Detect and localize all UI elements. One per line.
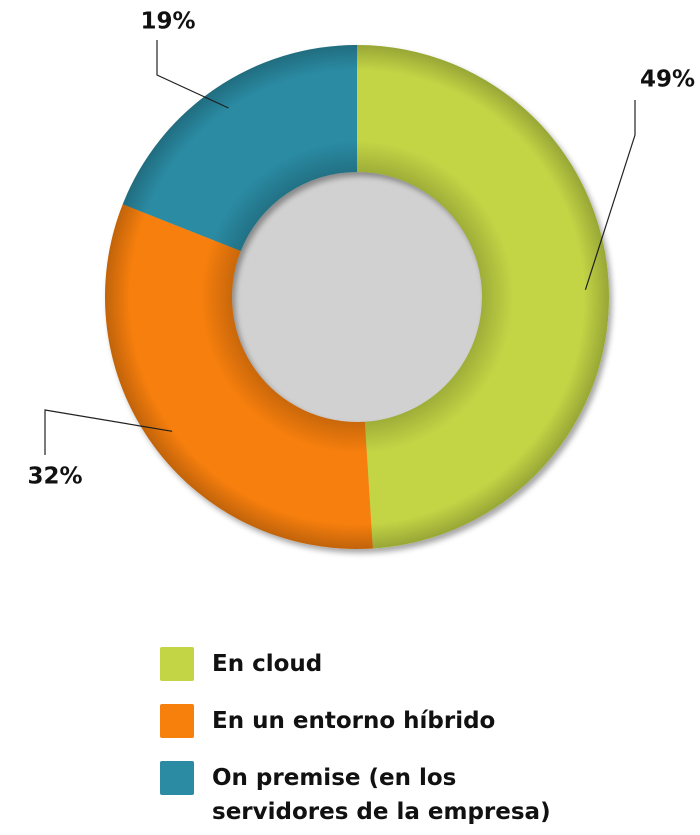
donut-chart: 49% 32% 19% [27, 9, 695, 550]
legend-item: En un entorno híbrido [160, 704, 600, 738]
legend-swatch [160, 647, 194, 681]
legend-label: En cloud [212, 651, 323, 677]
slices [104, 45, 610, 550]
legend-item: En cloud [160, 647, 600, 681]
slice [357, 45, 610, 549]
data-label: 49% [640, 67, 695, 93]
legend-label: On premise (en los servidores de la empr… [212, 765, 551, 825]
legend-swatch [160, 704, 194, 738]
slice [104, 204, 373, 550]
legend-swatch [160, 761, 194, 795]
legend-item: On premise (en los servidores de la empr… [160, 761, 600, 829]
data-label: 19% [140, 9, 195, 35]
legend-label: En un entorno híbrido [212, 708, 496, 734]
data-label: 32% [27, 464, 82, 490]
